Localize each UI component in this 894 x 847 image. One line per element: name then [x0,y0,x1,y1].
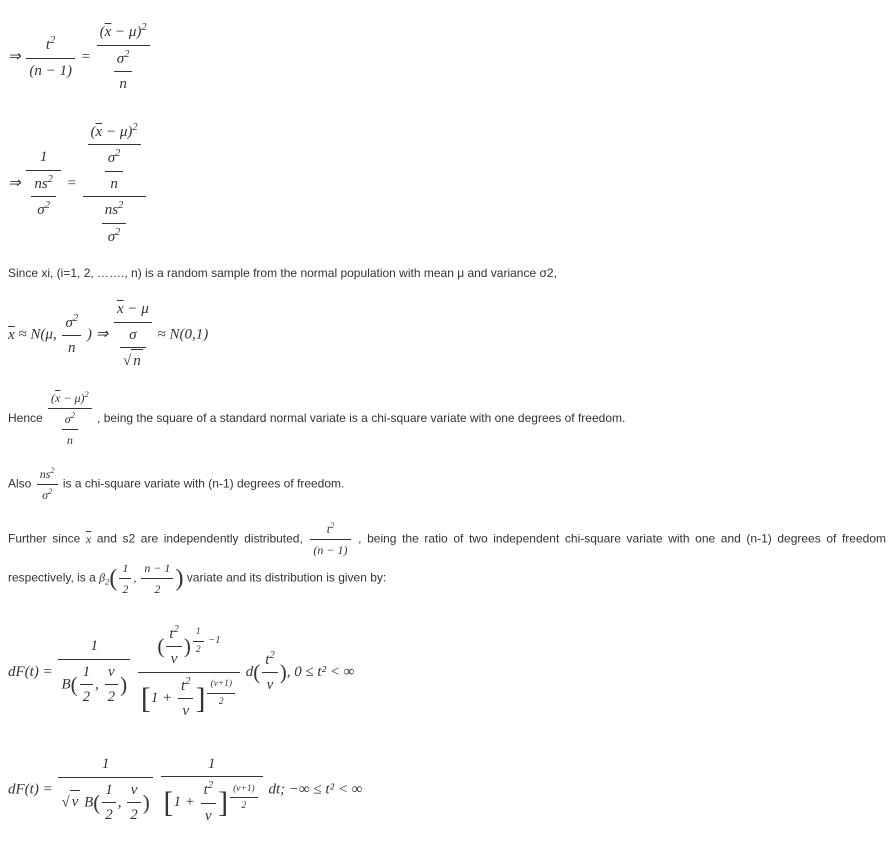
p2b: , being the square of a standard normal … [97,411,625,425]
para-1: Since xi, (i=1, 2, ……., n) is a random s… [8,264,886,282]
n01: N(0,1) [170,327,209,343]
equation-7: dF(t) = 1 B(12, ν2) (t2ν)12 −1 [1 + t2ν]… [8,622,886,723]
arrow: ⇒ [8,175,21,191]
p3a: Also [8,476,35,490]
equation-3: x ≈ N(μ, σ2n ) ⇒ x − μ σ√n ≈ N(0,1) [8,298,886,373]
equation-8: dF(t) = 1 √ν B(12, ν2) 1 [1 + t2ν](ν+1)2… [8,753,886,828]
range8: ; −∞ ≤ t² < ∞ [280,781,362,797]
p4d: variate and its distribution is given by… [187,570,386,584]
para-3: Also ns2σ2 is a chi-square variate with … [8,465,886,504]
arrow: ⇒ [8,49,21,65]
equation-2: ⇒ 1 ns2σ2 = (x − μ)2 σ2n ns2σ2 [8,120,886,249]
p2a: Hence [8,411,46,425]
p4b: and s2 are independently distributed, [97,531,309,545]
para-4: Further since x and s2 are independently… [8,520,886,598]
range7: , 0 ≤ t² < ∞ [287,663,355,679]
para-2: Hence (x − μ)2 σ2n , being the square of… [8,389,886,449]
equation-1: ⇒ t2 (n − 1) = (x − μ)2 σ2n [8,20,886,96]
p4a: Further since [8,531,86,545]
p3b: is a chi-square variate with (n-1) degre… [63,476,344,490]
